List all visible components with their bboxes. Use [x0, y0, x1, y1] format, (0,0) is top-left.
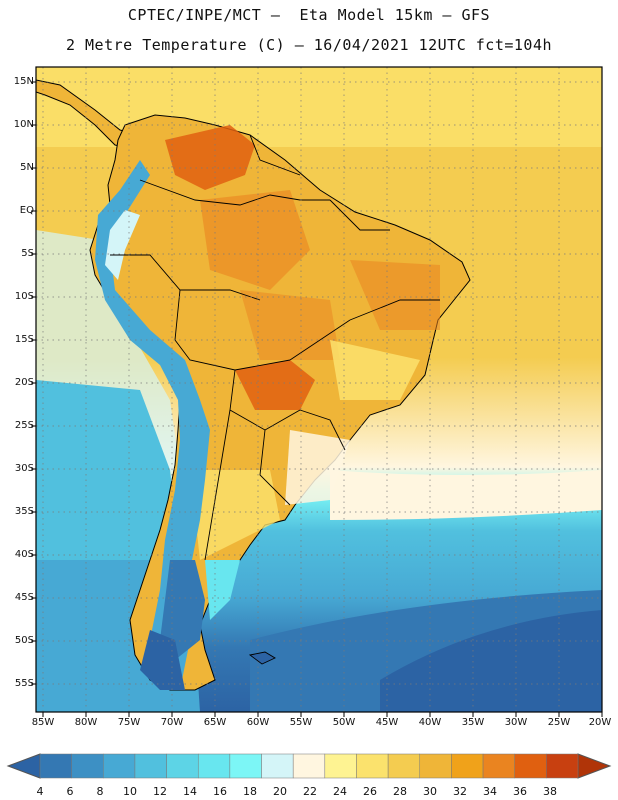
colorbar-swatch	[546, 753, 579, 779]
graticule	[36, 67, 602, 712]
lon-label: 20W	[588, 717, 612, 728]
lon-label: 65W	[203, 717, 227, 728]
colorbar-swatch	[261, 753, 294, 779]
colorbar-swatch	[482, 753, 515, 779]
colorbar-swatch	[451, 753, 484, 779]
lon-label: 80W	[74, 717, 98, 728]
colorbar-label: 30	[423, 785, 437, 798]
lat-label: 15S	[14, 334, 34, 345]
colorbar-swatch	[324, 753, 357, 779]
subtropical-pale-band	[330, 470, 602, 520]
central-brazil-warm	[240, 290, 340, 360]
colorbar-label: 28	[393, 785, 407, 798]
colorbar-label: 32	[453, 785, 467, 798]
paraguay-hot-core	[235, 360, 315, 410]
lon-label: 45W	[375, 717, 399, 728]
colorbar-swatch	[39, 753, 72, 779]
lat-label: 30S	[14, 463, 34, 474]
colorbar-swatch	[514, 753, 547, 779]
colorbar-label: 18	[243, 785, 257, 798]
lon-label: 30W	[504, 717, 528, 728]
amazon-warm-zone	[200, 190, 310, 290]
colorbar-label: 14	[183, 785, 197, 798]
colorbar-swatch	[197, 753, 231, 779]
lon-label: 85W	[31, 717, 55, 728]
colorbar-label: 8	[96, 785, 104, 798]
southeast-brazil-mild	[330, 340, 420, 400]
colorbar-label: 38	[543, 785, 557, 798]
colorbar-label: 34	[483, 785, 497, 798]
lat-label: 55S	[14, 678, 34, 689]
lon-label: 55W	[289, 717, 313, 728]
lat-label: 35S	[14, 506, 34, 517]
lon-label: 50W	[332, 717, 356, 728]
colorbar-label: 6	[66, 785, 74, 798]
lon-label: 70W	[160, 717, 184, 728]
colorbar-swatch	[356, 753, 389, 779]
lon-label: 25W	[547, 717, 571, 728]
colorbar-swatch	[387, 753, 421, 779]
colorbar-label: 4	[36, 785, 44, 798]
axis-ticks	[31, 81, 603, 717]
colorbar-swatch	[134, 753, 167, 779]
pacific-cool-zone	[36, 380, 180, 560]
political-borders	[110, 134, 440, 561]
northeast-brazil-warm	[350, 260, 440, 330]
colorbar-swatch	[103, 753, 136, 779]
colorbar-label: 16	[213, 785, 227, 798]
lat-label: 5N	[20, 162, 34, 173]
southern-tip-coldest	[140, 630, 185, 690]
lat-label: 5S	[21, 248, 34, 259]
lon-label: 40W	[418, 717, 442, 728]
colorbar-label: 24	[333, 785, 347, 798]
colorbar-label: 26	[363, 785, 377, 798]
colorbar-label: 10	[123, 785, 137, 798]
patagonia-andes	[160, 560, 205, 660]
colorbar-low-end	[6, 753, 41, 779]
map-title: CPTEC/INPE/MCT – Eta Model 15km – GFS	[127, 6, 491, 24]
lat-label: 50S	[14, 635, 34, 646]
lon-label: 35W	[461, 717, 485, 728]
lat-label: 25S	[14, 420, 34, 431]
lon-label: 75W	[117, 717, 141, 728]
lat-label: 20S	[14, 377, 34, 388]
colorbar-label: 22	[303, 785, 317, 798]
lat-label: 10S	[14, 291, 34, 302]
lat-label: 10N	[13, 119, 34, 130]
colorbar-swatch	[71, 753, 104, 779]
colorbar-swatch	[292, 753, 326, 779]
andes-north-cool	[105, 210, 140, 280]
lon-label: 60W	[246, 717, 270, 728]
colorbar-label: 36	[513, 785, 527, 798]
colorbar-high-end	[577, 753, 612, 779]
patagonia-plateau	[205, 560, 240, 620]
lat-label: 45S	[14, 592, 34, 603]
colorbar	[6, 753, 612, 779]
colorbar-swatch	[419, 753, 452, 779]
colorbar-swatch	[229, 753, 262, 779]
south-atlantic-coldest	[380, 610, 602, 712]
argentina-mild	[190, 470, 280, 560]
colorbar-label: 20	[273, 785, 287, 798]
lat-label: 15N	[13, 76, 34, 87]
lat-label: EQ	[19, 205, 34, 216]
map-subtitle: 2 Metre Temperature (C) – 16/04/2021 12U…	[65, 36, 553, 54]
andes-cold-strip	[95, 160, 210, 690]
falkland-islands	[248, 651, 276, 665]
lat-label: 40S	[14, 549, 34, 560]
venezuela-hot-core	[165, 125, 255, 190]
colorbar-label: 12	[153, 785, 167, 798]
map-plot-area	[36, 67, 602, 712]
colorbar-swatch	[166, 753, 199, 779]
map-frame	[35, 66, 603, 713]
